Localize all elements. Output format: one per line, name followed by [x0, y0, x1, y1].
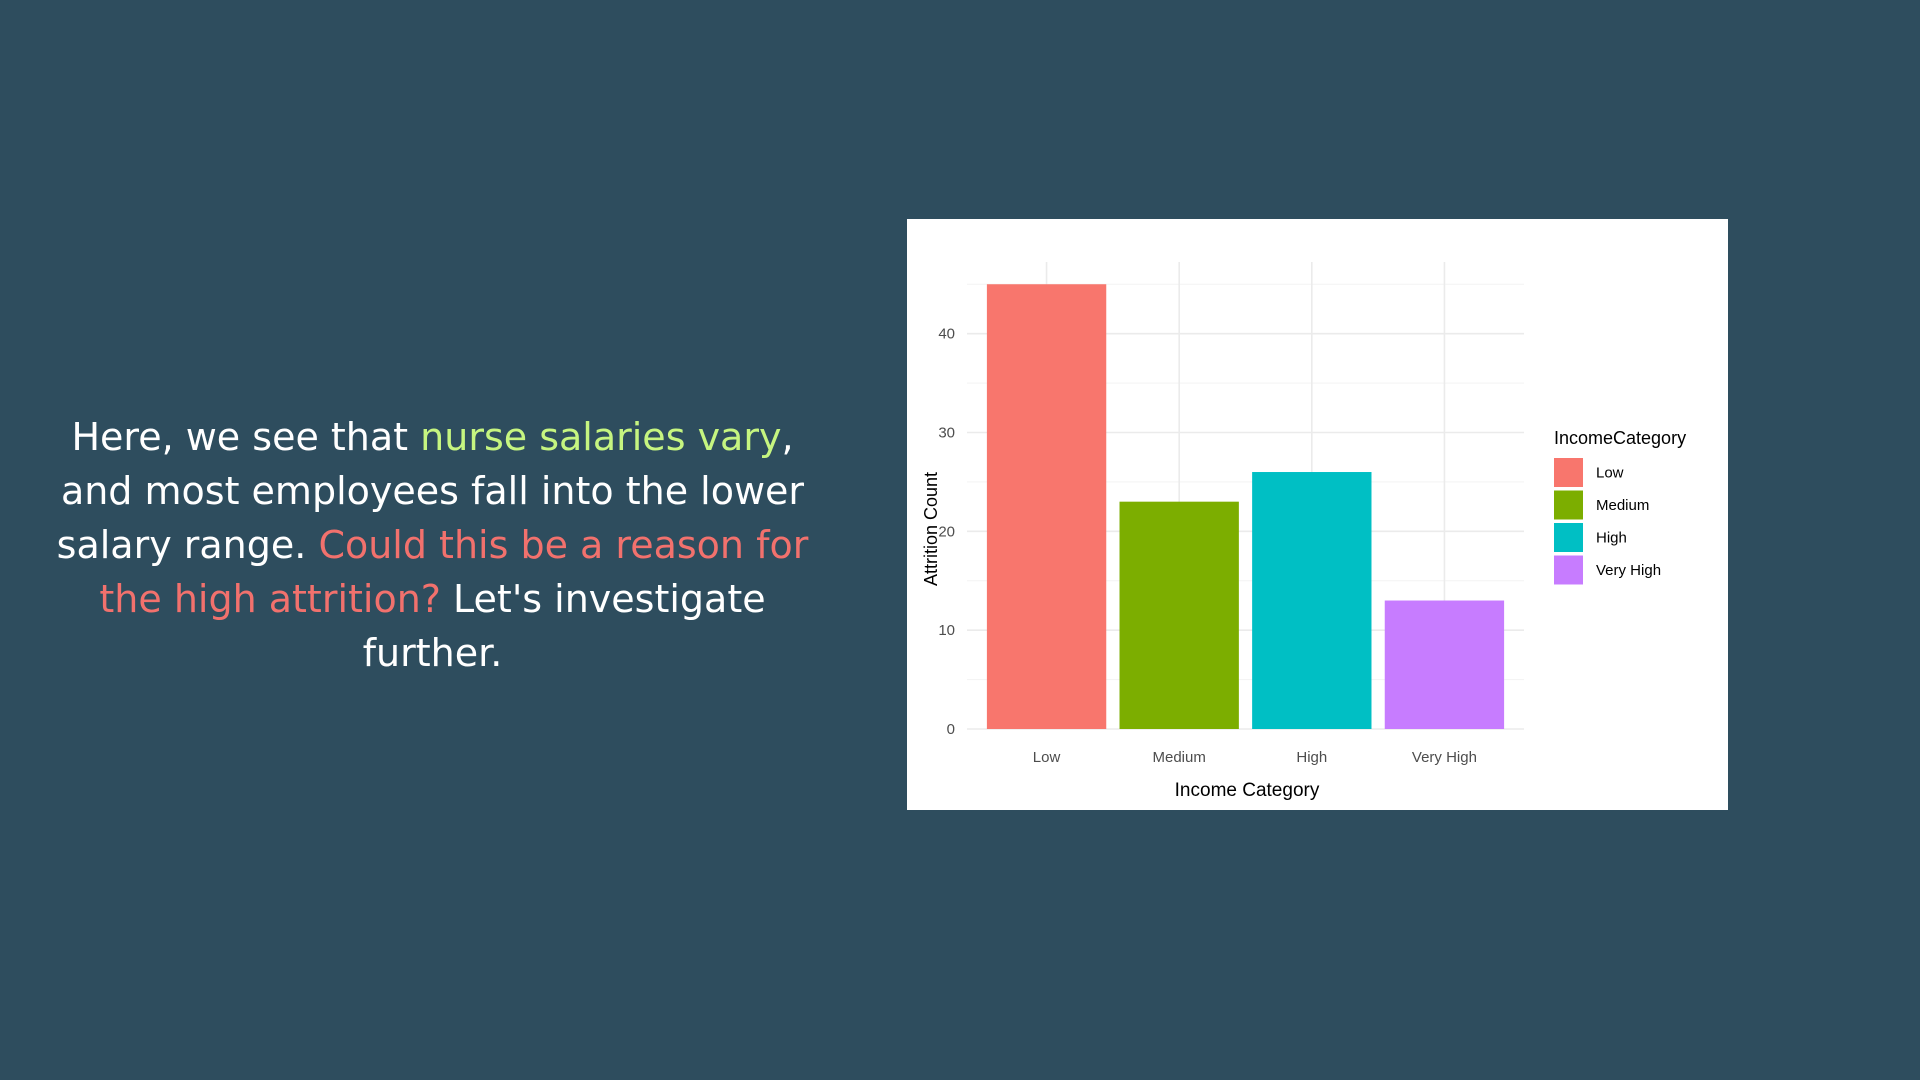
bar-medium: [1119, 501, 1239, 729]
bar-very-high: [1384, 600, 1505, 729]
y-tick-label: 0: [947, 721, 955, 738]
bar-high: [1252, 472, 1372, 729]
text-part-3: Let's investigate further.: [362, 577, 766, 675]
legend-label: Low: [1596, 465, 1624, 482]
y-tick-label: 40: [938, 326, 955, 343]
highlight-salaries: nurse salaries vary: [420, 415, 782, 459]
text-part-1: Here, we see that: [71, 415, 421, 459]
text-part-2: , and most employees fall into the lower…: [56, 415, 805, 567]
legend-key: [1554, 490, 1583, 520]
x-tick-label: Low: [1033, 749, 1061, 766]
legend-key: [1554, 458, 1583, 487]
chart-card: 0 10 20 30 40 Low Medium High Very High Income C…: [907, 219, 1728, 810]
x-axis-title: Income Category: [1175, 780, 1320, 801]
x-tick-label: Very High: [1412, 749, 1477, 766]
legend-key: [1554, 523, 1583, 552]
x-tick-label: High: [1296, 749, 1327, 766]
y-tick-label: 20: [938, 523, 955, 540]
axis-layer: 0 10 20 30 40 Low Medium High Very High: [938, 326, 1477, 766]
slide-description: Here, we see that nurse salaries vary, a…: [30, 410, 835, 680]
highlight-question: Could this be a reason for the high attr…: [99, 523, 809, 621]
bar-layer: [986, 284, 1505, 729]
legend-label: Medium: [1596, 497, 1649, 514]
x-tick-label: Medium: [1153, 749, 1206, 766]
y-tick-label: 30: [938, 424, 955, 441]
legend-label: Very High: [1596, 562, 1661, 579]
y-tick-label: 10: [938, 622, 955, 639]
legend: IncomeCategory Low Medium High Very High: [1554, 428, 1686, 585]
attrition-bar-chart: 0 10 20 30 40 Low Medium High Very High Income C…: [921, 262, 1686, 801]
legend-title: IncomeCategory: [1554, 428, 1686, 448]
legend-label: High: [1596, 530, 1627, 547]
bar-low: [986, 284, 1107, 729]
legend-key: [1554, 555, 1583, 585]
y-axis-title: Attrition Count: [921, 472, 941, 586]
